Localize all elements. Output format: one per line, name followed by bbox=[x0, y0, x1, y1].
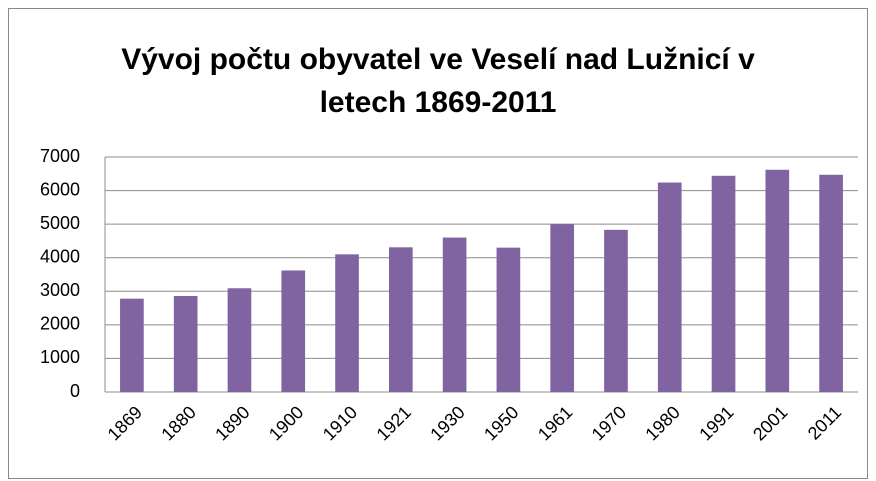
y-tick-label: 4000 bbox=[40, 246, 80, 266]
bar bbox=[550, 224, 575, 392]
x-tick-label: 1961 bbox=[534, 402, 576, 444]
x-tick-label: 1930 bbox=[426, 402, 468, 444]
x-tick-label: 2001 bbox=[749, 402, 791, 444]
chart-title: Vývoj počtu obyvatel ve Veselí nad Lužni… bbox=[121, 43, 755, 119]
y-tick-label: 2000 bbox=[40, 314, 80, 334]
bar bbox=[765, 169, 790, 392]
x-tick-label: 1880 bbox=[157, 402, 199, 444]
bar bbox=[173, 295, 198, 392]
bar bbox=[281, 270, 306, 392]
y-tick-label: 6000 bbox=[40, 179, 80, 199]
x-tick-label: 2011 bbox=[804, 402, 846, 444]
y-tick-label: 5000 bbox=[40, 213, 80, 233]
x-tick-label: 1910 bbox=[319, 402, 361, 444]
x-tick-label: 1869 bbox=[104, 402, 146, 444]
bar bbox=[657, 182, 682, 392]
bar bbox=[604, 229, 628, 392]
x-tick-label: 1890 bbox=[211, 402, 253, 444]
bar bbox=[227, 288, 252, 392]
y-tick-label: 0 bbox=[70, 381, 80, 401]
x-tick-label: 1991 bbox=[695, 402, 737, 444]
bar bbox=[496, 247, 521, 392]
x-tick-label: 1921 bbox=[373, 402, 415, 444]
bar bbox=[120, 298, 144, 392]
x-tick-label: 1970 bbox=[588, 402, 630, 444]
y-tick-label: 1000 bbox=[40, 347, 80, 367]
bar bbox=[711, 175, 736, 392]
bar bbox=[819, 174, 843, 392]
x-tick-label: 1900 bbox=[265, 402, 307, 444]
x-tick-label: 1980 bbox=[641, 402, 683, 444]
y-tick-label: 3000 bbox=[40, 280, 80, 300]
bar bbox=[388, 247, 413, 392]
x-tick-label: 1950 bbox=[480, 402, 522, 444]
y-tick-label: 7000 bbox=[40, 146, 80, 166]
bar bbox=[442, 237, 467, 392]
chart-border bbox=[8, 8, 868, 479]
bar bbox=[335, 254, 359, 392]
